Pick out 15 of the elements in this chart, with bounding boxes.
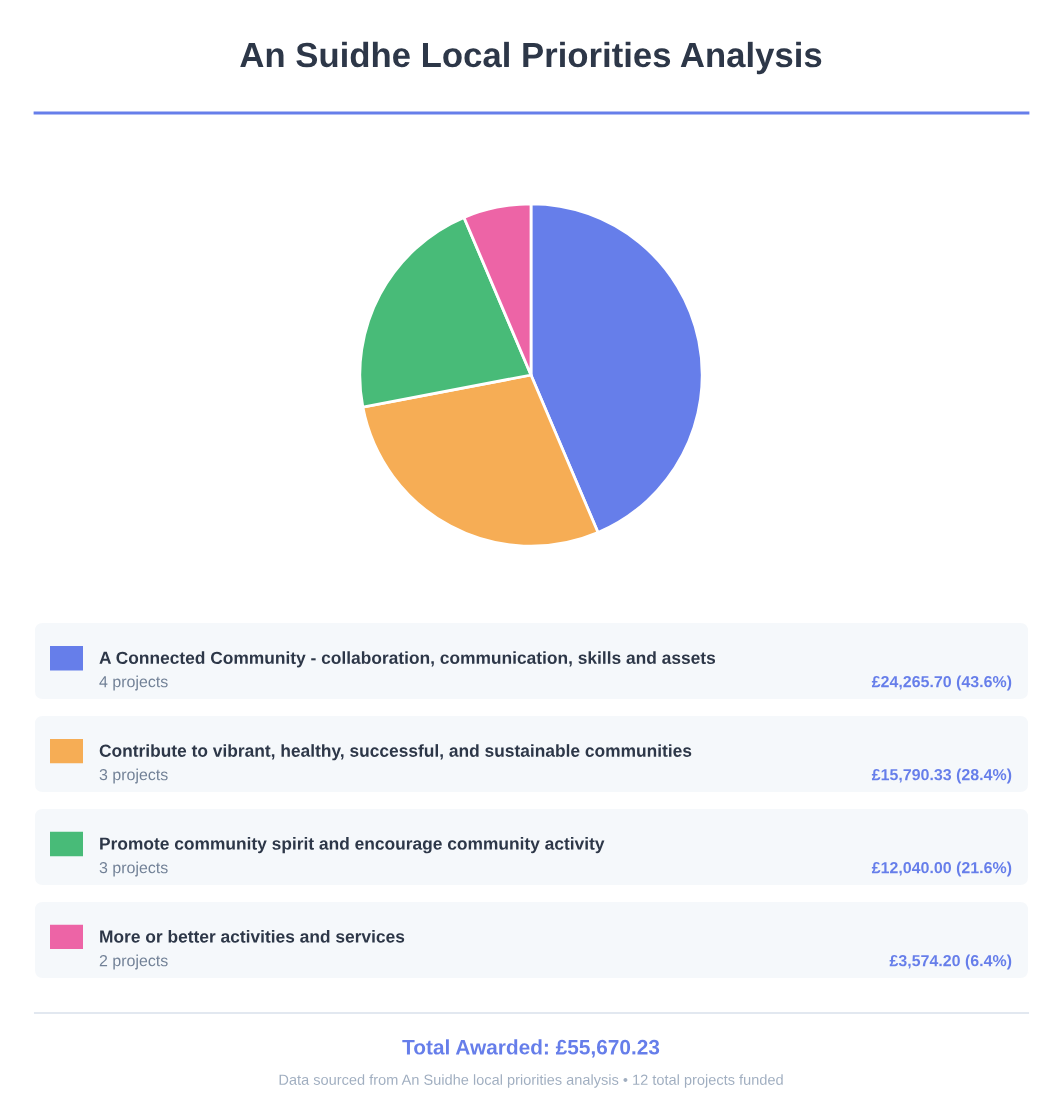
legend-label: Promote community spirit and encourage community activity	[100, 837, 605, 854]
text: £24,265.70 (43.6%)	[871, 675, 1012, 691]
text: 4 projects	[99, 675, 168, 691]
text: £15,790.33 (28.4%)	[871, 768, 1012, 784]
legend-label: Contribute to vibrant, healthy, successful, and sustainable communities	[99, 744, 692, 761]
text: 2 projects	[99, 954, 168, 970]
legend-label: A Connected Community - collaboration, communication, skills and assets	[99, 651, 716, 668]
text: Total Awarded: £55,670.23	[402, 1039, 660, 1058]
chart-title: An Suidhe Local Priorities Analysis	[240, 41, 822, 75]
text: 3 projects	[99, 768, 168, 784]
text: £3,574.20 (6.4%)	[889, 954, 1012, 970]
text: Data sourced from An Suidhe local priorities analysis • 12 total projects funded	[279, 1074, 783, 1088]
text: £12,040.00 (21.6%)	[871, 861, 1012, 877]
legend-label: More or better activities and services	[100, 929, 405, 943]
text: 3 projects	[99, 861, 168, 877]
